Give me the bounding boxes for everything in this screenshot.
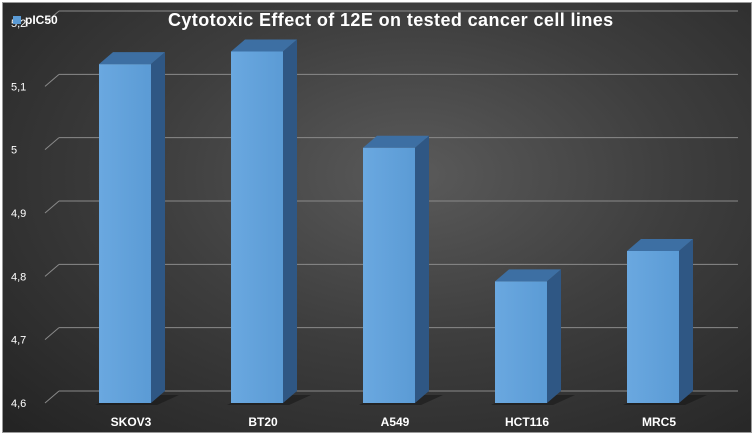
bar	[363, 147, 415, 403]
y-tick-label: 4,8	[11, 271, 26, 283]
bar-top	[99, 52, 165, 65]
bar-side	[283, 39, 297, 403]
y-tick-label: 5,1	[11, 81, 26, 93]
bar	[99, 64, 151, 403]
gridline-depth	[44, 263, 60, 277]
bar-side	[547, 269, 561, 403]
bar	[231, 51, 283, 403]
gridline-depth	[44, 10, 60, 24]
gridline-depth	[44, 200, 60, 214]
gridline-depth	[44, 73, 60, 87]
legend-swatch	[13, 16, 21, 24]
chart-title: Cytotoxic Effect of 12E on tested cancer…	[168, 10, 614, 30]
gridline-depth	[44, 390, 60, 404]
x-tick-label: MRC5	[642, 415, 676, 429]
y-tick-label: 5	[11, 145, 17, 157]
bar-top	[627, 239, 693, 251]
bar-side	[151, 52, 165, 404]
y-tick-label: 4,9	[11, 208, 26, 220]
bar-side	[415, 135, 429, 403]
gridline-depth	[44, 327, 60, 341]
bar-top	[495, 269, 561, 282]
bar-side	[679, 239, 693, 403]
legend: pIC50	[13, 13, 58, 27]
x-tick-label: BT20	[248, 415, 278, 429]
gridline-depth	[44, 137, 60, 151]
y-tick-label: 4,7	[11, 335, 26, 347]
legend-label: pIC50	[25, 13, 58, 27]
bar	[627, 251, 679, 403]
bar-top	[231, 39, 297, 52]
x-tick-label: HCT116	[505, 415, 549, 429]
x-tick-label: A549	[381, 415, 410, 429]
bar-top	[363, 135, 429, 148]
y-tick-label: 4,6	[11, 398, 26, 410]
x-tick-label: SKOV3	[111, 415, 152, 429]
bar	[495, 281, 547, 403]
